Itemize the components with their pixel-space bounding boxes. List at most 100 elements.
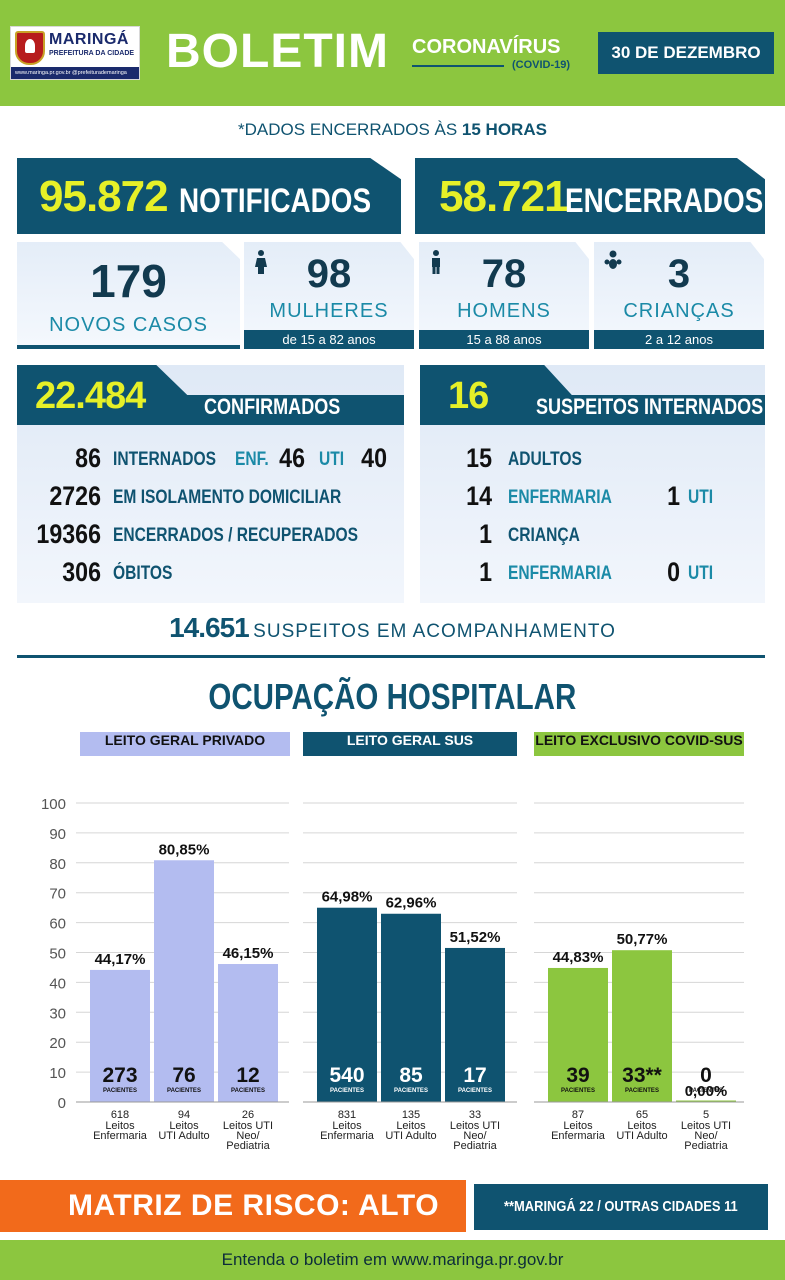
encerrados-box: 58.721 ENCERRADOS — [415, 158, 765, 234]
isolamento-value: 2726 — [49, 481, 101, 511]
bar-category-label: Pediatria — [684, 1140, 728, 1152]
crianca-label: CRIANÇA — [508, 525, 580, 546]
bar-category-label: Leitos UTI — [223, 1120, 273, 1132]
bar — [381, 913, 441, 1102]
bar-patients-value: 85 — [399, 1064, 423, 1087]
subtitle-underline — [412, 65, 504, 67]
adultos-uti-label: UTI — [688, 487, 714, 508]
homens-value: 78 — [481, 252, 527, 296]
bar-category-label: Leitos — [396, 1120, 426, 1132]
bar-value-label: 51,52% — [450, 929, 501, 946]
mulheres-label: MULHERES — [269, 300, 389, 322]
bar — [548, 967, 608, 1102]
bar-category-label: Neo/ — [463, 1130, 487, 1142]
bar-category-label: Neo/ — [236, 1130, 260, 1142]
occupancy-bar-chart: 010203040506070809010044,17%273PACIENTES… — [41, 796, 744, 1152]
bar-beds-count: 135 — [402, 1109, 420, 1121]
bar-value-label: 46,15% — [223, 945, 274, 962]
header-banner: MARINGÁ PREFEITURA DA CIDADE www.maringa… — [0, 0, 785, 106]
criancas-card: 3 CRIANÇAS 2 a 12 anos — [594, 242, 764, 349]
bar-patients-label: PACIENTES — [330, 1088, 364, 1094]
encerrados-value: 58.721 — [439, 172, 569, 221]
internados-uti-label: UTI — [319, 449, 345, 470]
suspeitos-value: 16 — [448, 375, 489, 417]
notificados-value: 95.872 — [39, 172, 169, 221]
internados-label: INTERNADOS — [113, 449, 217, 470]
footer-website[interactable]: Entenda o boletim em www.maringa.pr.gov.… — [0, 1240, 785, 1280]
child-icon — [604, 250, 622, 269]
bar-category-label: Pediatria — [453, 1140, 497, 1152]
adultos-enf-value: 14 — [466, 481, 492, 511]
homens-label: HOMENS — [457, 300, 551, 322]
page-subtitle: CORONAVÍRUS — [412, 36, 561, 58]
man-icon — [432, 250, 440, 274]
logo-contact-strip: www.maringa.pr.gov.br @prefeiturademarin… — [11, 67, 139, 79]
bar-patients-value: 17 — [463, 1064, 486, 1087]
cutoff-hour: 15 HORAS — [461, 120, 547, 139]
bar-category-label: Enfermaria — [551, 1130, 606, 1142]
group-header-sus: LEITO GERAL SUS — [303, 732, 517, 756]
suspeitos-label: SUSPEITOS INTERNADOS — [536, 394, 764, 419]
ocupacao-title-text: OCUPAÇÃO HOSPITALAR — [208, 676, 577, 717]
bar-beds-count: 33 — [469, 1109, 481, 1121]
y-tick-label: 10 — [49, 1065, 66, 1082]
mulheres-age-range: de 15 a 82 anos — [244, 330, 414, 349]
group-header-covid: LEITO EXCLUSIVO COVID-SUS — [534, 732, 744, 756]
confirmados-panel: 22.484 CONFIRMADOS 86 INTERNADOS ENF. 46… — [17, 365, 404, 603]
bar-patients-value: 273 — [102, 1064, 137, 1087]
suspeitos-panel: 16 SUSPEITOS INTERNADOS 15 ADULTOS 14 EN… — [420, 365, 765, 603]
bar-patients-value: 33** — [622, 1064, 663, 1087]
bar-patients-label: PACIENTES — [103, 1088, 137, 1094]
crianca-enf-label: ENFERMARIA — [508, 563, 612, 584]
bar-category-label: Leitos — [627, 1120, 657, 1132]
confirmados-label: CONFIRMADOS — [204, 394, 341, 419]
bar-patients-label: PACIENTES — [167, 1088, 201, 1094]
bar-value-label: 64,98% — [322, 889, 373, 906]
bar — [218, 964, 278, 1102]
adultos-enf-label: ENFERMARIA — [508, 487, 612, 508]
bar-beds-count: 94 — [178, 1109, 190, 1121]
section-divider — [17, 655, 765, 658]
bar-patients-value: 0 — [700, 1064, 712, 1087]
bar-value-label: 80,85% — [159, 841, 210, 858]
cutoff-prefix: *DADOS ENCERRADOS ÀS — [238, 120, 462, 139]
bar-category-label: Pediatria — [226, 1140, 270, 1152]
internados-enf-label: ENF. — [235, 449, 269, 470]
bar-beds-count: 618 — [111, 1109, 129, 1121]
adultos-label: ADULTOS — [508, 449, 582, 470]
bar-beds-count: 831 — [338, 1109, 356, 1121]
adultos-uti-value: 1 — [667, 481, 680, 511]
y-tick-label: 40 — [49, 975, 66, 992]
bar-beds-count: 5 — [703, 1109, 709, 1121]
logo-name: MARINGÁ — [49, 31, 129, 48]
bar-category-label: Enfermaria — [93, 1130, 148, 1142]
obitos-label: ÓBITOS — [113, 563, 173, 584]
bar-patients-label: PACIENTES — [394, 1088, 428, 1094]
bar-value-label: 44,17% — [95, 951, 146, 968]
data-cutoff-note: *DADOS ENCERRADOS ÀS 15 HORAS — [0, 120, 785, 140]
bar-patients-label: PACIENTES — [689, 1088, 723, 1094]
city-logo[interactable]: MARINGÁ PREFEITURA DA CIDADE www.maringa… — [10, 26, 140, 80]
bar-category-label: UTI Adulto — [158, 1130, 209, 1142]
y-tick-label: 50 — [49, 946, 66, 963]
bar-category-label: Leitos — [105, 1120, 135, 1132]
y-tick-label: 60 — [49, 916, 66, 933]
criancas-value: 3 — [667, 252, 691, 296]
criancas-label: CRIANÇAS — [623, 300, 735, 322]
bar-value-label: 62,96% — [386, 895, 437, 912]
bar-value-label: 50,77% — [617, 931, 668, 948]
bar — [676, 1100, 736, 1102]
internados-uti-value: 40 — [361, 443, 387, 473]
acompanhamento-label: SUSPEITOS EM ACOMPANHAMENTO — [253, 621, 616, 642]
crianca-uti-value: 0 — [667, 557, 680, 587]
bar — [612, 950, 672, 1102]
internados-enf-value: 46 — [279, 443, 305, 473]
obitos-value: 306 — [62, 557, 101, 587]
recuperados-value: 19366 — [36, 519, 102, 549]
woman-icon — [255, 250, 267, 274]
date-badge: 30 DE DEZEMBRO — [598, 32, 774, 74]
encerrados-label: ENCERRADOS — [565, 182, 764, 220]
homens-card: 78 HOMENS 15 a 88 anos — [419, 242, 589, 349]
city-breakdown-text: **MARINGÁ 22 / OUTRAS CIDADES 11 — [504, 1198, 738, 1215]
bar-category-label: Neo/ — [694, 1130, 718, 1142]
